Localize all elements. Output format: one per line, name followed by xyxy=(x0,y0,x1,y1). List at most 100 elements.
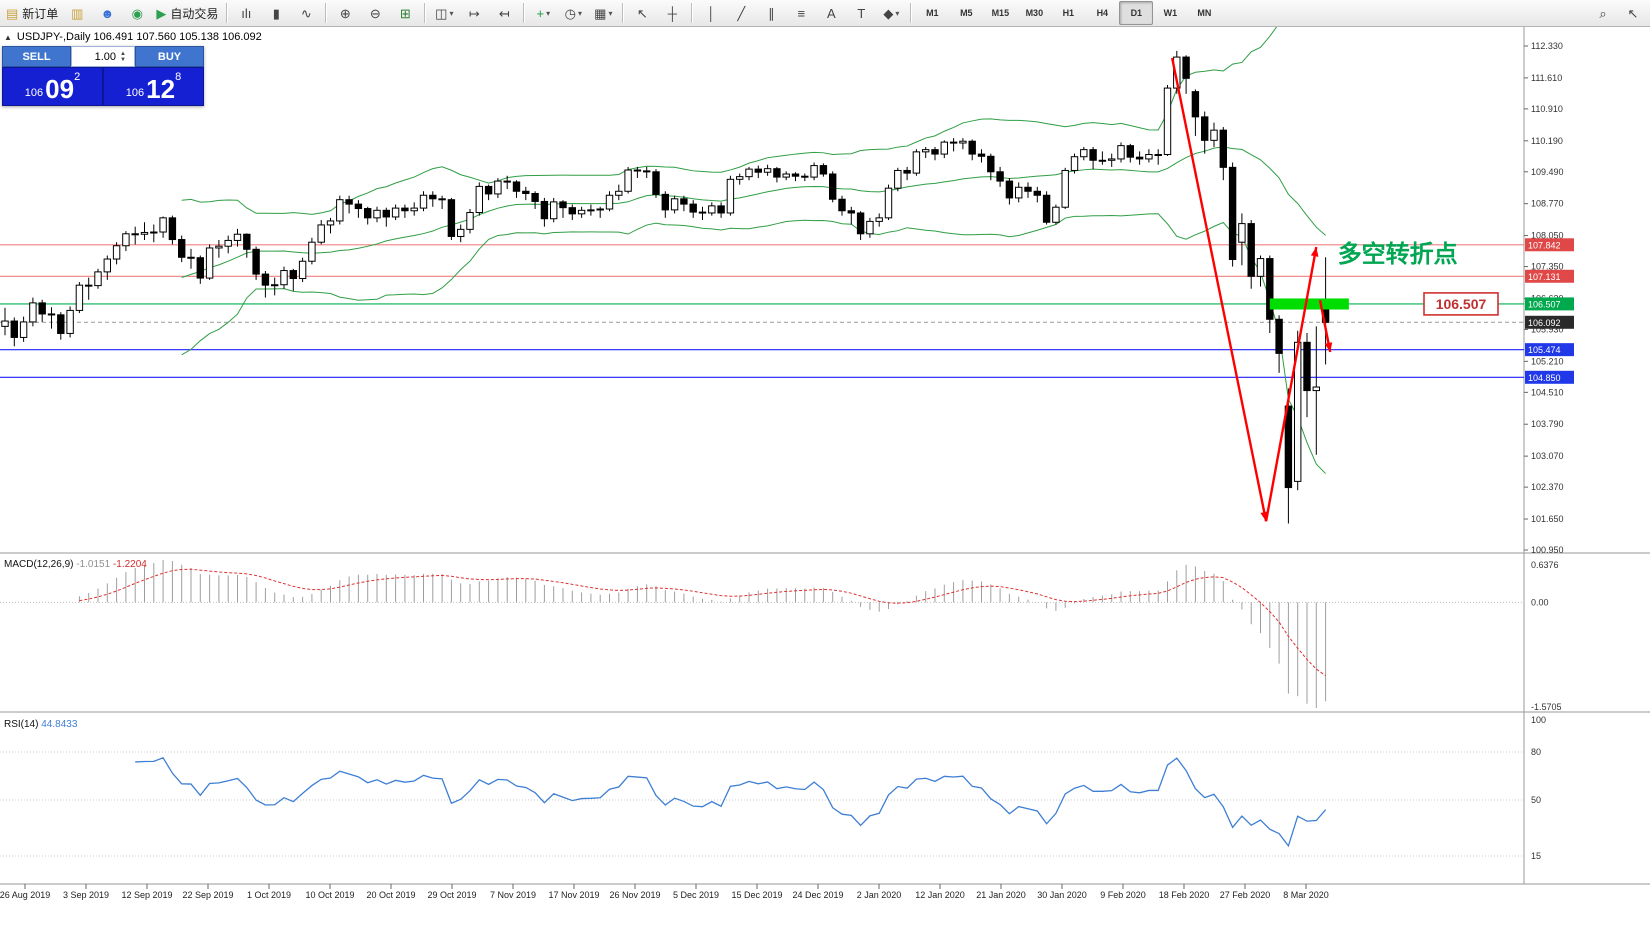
search-button[interactable]: ⌕ xyxy=(1588,1,1618,25)
timeframe-mn-button[interactable]: MN xyxy=(1197,8,1212,18)
svg-text:107.131: 107.131 xyxy=(1528,272,1561,282)
buy-price-pips: 12 xyxy=(146,74,176,104)
timeframe-m15-button[interactable]: M15 xyxy=(991,8,1010,18)
volume-stepper[interactable]: ▲ ▼ xyxy=(120,51,126,63)
market-watch-button[interactable]: ☻ xyxy=(92,1,122,25)
svg-text:30 Jan 2020: 30 Jan 2020 xyxy=(1037,890,1087,900)
volume-input[interactable] xyxy=(72,49,118,64)
new-chart-button-caret-icon[interactable]: ▾ xyxy=(449,8,454,18)
sell-button[interactable]: SELL xyxy=(2,46,71,67)
toolbar-separator xyxy=(523,3,525,23)
svg-text:27 Feb 2020: 27 Feb 2020 xyxy=(1220,890,1271,900)
collapse-trade-panel-icon[interactable]: ▲ xyxy=(4,32,12,42)
bar-chart-button[interactable]: ılı xyxy=(231,1,261,25)
new-chart-button[interactable]: ◫ ▾ xyxy=(429,1,459,25)
svg-text:106.507: 106.507 xyxy=(1528,299,1561,309)
templates-button-caret-icon[interactable]: ▾ xyxy=(608,8,613,18)
shapes-button-caret-icon[interactable]: ▾ xyxy=(895,8,900,18)
timeframe-h4-button[interactable]: H4 xyxy=(1096,8,1109,18)
indicators-icon: + xyxy=(536,5,545,21)
sell-price-base: 106 xyxy=(24,87,44,99)
svg-text:100: 100 xyxy=(1531,715,1546,725)
volume-up-icon[interactable]: ▲ xyxy=(120,50,126,57)
bar-chart-icon: ılı xyxy=(241,5,252,21)
vertical-line-icon: │ xyxy=(707,5,716,21)
tile-windows-button[interactable]: ⊞ xyxy=(390,1,420,25)
date-axis: 26 Aug 2019 3 Sep 2019 12 Sep 2019 22 Sep 2… xyxy=(0,884,1329,900)
shapes-button[interactable]: ◆ ▾ xyxy=(876,1,906,25)
text-icon: A xyxy=(826,5,836,21)
indicators-button-caret-icon[interactable]: ▾ xyxy=(546,8,551,18)
candlestick-icon: ▮ xyxy=(272,5,280,21)
templates-button[interactable]: ▦ ▾ xyxy=(588,1,618,25)
svg-text:29 Oct 2019: 29 Oct 2019 xyxy=(427,890,476,900)
toolbar-separator xyxy=(424,3,426,23)
pointer-button[interactable]: ↖ xyxy=(1618,1,1648,25)
turning-point-label: 多空转折点 xyxy=(1338,240,1458,268)
svg-text:20 Oct 2019: 20 Oct 2019 xyxy=(366,890,415,900)
vertical-line-button[interactable]: │ xyxy=(696,1,726,25)
new-order-button[interactable]: ▤ 新订单 xyxy=(2,1,62,25)
chart-title-bar: ▲ USDJPY-,Daily 106.491 107.560 105.138 … xyxy=(4,31,262,43)
trend-arrows[interactable] xyxy=(1170,57,1333,522)
buy-button[interactable]: BUY xyxy=(135,46,204,67)
label-icon: T xyxy=(857,5,866,21)
label-button[interactable]: T xyxy=(846,1,876,25)
text-button[interactable]: A xyxy=(816,1,846,25)
periods-button[interactable]: ◷ ▾ xyxy=(558,1,588,25)
price-callout[interactable]: 106.507 xyxy=(1423,292,1499,316)
timeframe-d1-button[interactable]: D1 xyxy=(1119,1,1154,25)
sell-price-button[interactable]: 106 09 2 xyxy=(2,67,103,106)
line-chart-button[interactable]: ∿ xyxy=(291,1,321,25)
candles xyxy=(1,50,1330,524)
auto-scroll-button[interactable]: ↦ xyxy=(459,1,489,25)
svg-text:112.330: 112.330 xyxy=(1531,41,1563,51)
volume-field[interactable]: ▲ ▼ xyxy=(71,46,135,67)
buy-price-button[interactable]: 106 12 8 xyxy=(103,67,204,106)
trendline-button[interactable]: ╱ xyxy=(726,1,756,25)
support-zone-highlight[interactable] xyxy=(1269,298,1349,310)
fibonacci-button[interactable]: ≡ xyxy=(786,1,816,25)
charts-grid-button[interactable]: ▥ xyxy=(62,1,92,25)
svg-text:5 Dec 2019: 5 Dec 2019 xyxy=(673,890,719,900)
zoom-in-button[interactable]: ⊕ xyxy=(330,1,360,25)
trendline-icon: ╱ xyxy=(737,5,746,21)
templates-icon: ▦ xyxy=(594,5,607,21)
svg-text:106.507: 106.507 xyxy=(1436,296,1487,312)
svg-text:7 Nov 2019: 7 Nov 2019 xyxy=(490,890,536,900)
svg-text:109.490: 109.490 xyxy=(1531,167,1564,177)
timeframe-m30-button[interactable]: M30 xyxy=(1025,8,1044,18)
macd-label: MACD(12,26,9) -1.0151 -1.2204 xyxy=(4,559,147,570)
zoom-out-button[interactable]: ⊖ xyxy=(360,1,390,25)
timeframe-m5-button[interactable]: M5 xyxy=(960,8,973,18)
toolbar-separator xyxy=(622,3,624,23)
auto-trading-button[interactable]: ▶ 自动交易 xyxy=(152,1,222,25)
svg-text:110.910: 110.910 xyxy=(1531,104,1563,114)
timeframe-w1-button[interactable]: W1 xyxy=(1163,8,1178,18)
volume-down-icon[interactable]: ▼ xyxy=(120,56,126,63)
channel-icon: ∥ xyxy=(768,5,775,21)
cursor-button[interactable]: ↖ xyxy=(627,1,657,25)
new-chart-icon: ◫ xyxy=(435,5,448,21)
svg-text:106.092: 106.092 xyxy=(1528,318,1561,328)
timeframe-m1-button[interactable]: M1 xyxy=(926,8,939,18)
svg-text:105.210: 105.210 xyxy=(1531,356,1564,366)
sell-price-point: 2 xyxy=(74,71,81,83)
support-button[interactable]: ◉ xyxy=(122,1,152,25)
svg-text:104.510: 104.510 xyxy=(1531,387,1564,397)
chart-shift-button[interactable]: ↤ xyxy=(489,1,519,25)
toolbar-separator xyxy=(910,3,912,23)
toolbar-separator xyxy=(226,3,228,23)
indicators-button[interactable]: + ▾ xyxy=(528,1,558,25)
crosshair-button[interactable]: ┼ xyxy=(657,1,687,25)
svg-text:26 Aug 2019: 26 Aug 2019 xyxy=(0,890,50,900)
svg-text:107.842: 107.842 xyxy=(1528,240,1561,250)
periods-button-caret-icon[interactable]: ▾ xyxy=(577,8,582,18)
channel-button[interactable]: ∥ xyxy=(756,1,786,25)
svg-text:103.790: 103.790 xyxy=(1531,419,1564,429)
candlestick-button[interactable]: ▮ xyxy=(261,1,291,25)
svg-text:15 Dec 2019: 15 Dec 2019 xyxy=(731,890,782,900)
timeframe-h1-button[interactable]: H1 xyxy=(1062,8,1075,18)
svg-text:108.770: 108.770 xyxy=(1531,199,1564,209)
